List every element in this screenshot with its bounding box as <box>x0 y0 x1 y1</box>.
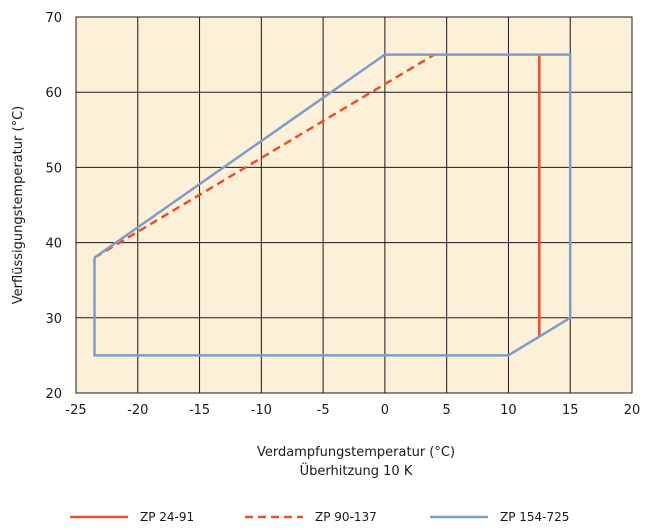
legend: ZP 24-91 ZP 90-137 ZP 154-725 <box>70 510 569 524</box>
series-layer <box>93 53 572 357</box>
x-tick-label: 15 <box>562 403 579 418</box>
plot-frame <box>75 16 633 394</box>
legend-label-1: ZP 24-91 <box>140 510 194 524</box>
x-tick-label: -25 <box>65 403 86 418</box>
x-tick-label: 20 <box>624 403 641 418</box>
x-tick-labels: -25 -20 -15 -10 -5 0 5 10 15 20 <box>65 403 640 418</box>
x-tick-label: -15 <box>189 403 210 418</box>
x-tick-label: -5 <box>317 403 330 418</box>
x-tick-label: 5 <box>443 403 451 418</box>
x-axis-label: Verdampfungstemperatur (°C) <box>257 445 455 460</box>
legend-label-2: ZP 90-137 <box>315 510 377 524</box>
y-tick-label: 30 <box>45 312 62 327</box>
legend-label-3: ZP 154-725 <box>500 510 569 524</box>
series-line-3 <box>93 53 572 357</box>
x-axis-sublabel: Überhitzung 10 K <box>300 462 413 479</box>
x-tick-label: -20 <box>127 403 148 418</box>
y-axis-label: Verflüssigungstemperatur (°C) <box>11 106 26 304</box>
x-tick-label: 0 <box>381 403 389 418</box>
y-tick-label: 20 <box>45 387 62 402</box>
y-tick-label: 60 <box>45 86 62 101</box>
x-tick-label: 10 <box>500 403 517 418</box>
series-line-2 <box>93 53 435 259</box>
x-tick-label: -10 <box>251 403 272 418</box>
y-tick-label: 40 <box>45 237 62 252</box>
plot-background <box>76 17 632 393</box>
y-tick-labels: 20 30 40 50 60 70 <box>45 11 62 402</box>
y-tick-label: 50 <box>45 161 62 176</box>
y-tick-label: 70 <box>45 11 62 26</box>
